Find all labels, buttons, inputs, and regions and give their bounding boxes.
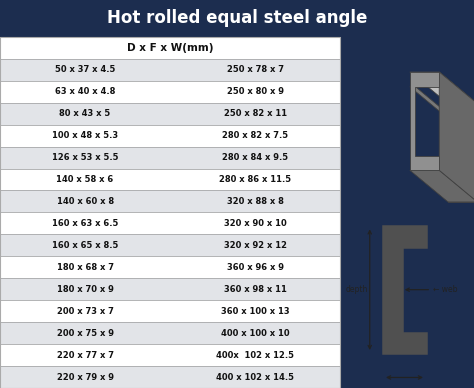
Polygon shape <box>410 72 474 104</box>
Bar <box>0 59 340 81</box>
Text: 50 x 37 x 4.5: 50 x 37 x 4.5 <box>55 65 115 74</box>
Bar <box>0 300 340 322</box>
Text: 220 x 77 x 7: 220 x 77 x 7 <box>56 351 114 360</box>
Text: 160 x 63 x 6.5: 160 x 63 x 6.5 <box>52 219 118 228</box>
Text: 63 x 40 x 4.8: 63 x 40 x 4.8 <box>55 87 115 96</box>
Bar <box>0 103 340 125</box>
Text: Hot rolled equal steel angle: Hot rolled equal steel angle <box>107 9 367 28</box>
Text: 140 x 58 x 6: 140 x 58 x 6 <box>56 175 114 184</box>
Text: 360 x 98 x 11: 360 x 98 x 11 <box>224 285 287 294</box>
Text: 280 x 84 x 9.5: 280 x 84 x 9.5 <box>222 153 288 162</box>
Text: 180 x 68 x 7: 180 x 68 x 7 <box>56 263 114 272</box>
Text: 180 x 70 x 9: 180 x 70 x 9 <box>57 285 113 294</box>
Text: 400 x 102 x 14.5: 400 x 102 x 14.5 <box>216 372 294 381</box>
Bar <box>0 278 340 300</box>
Text: 250 x 82 x 11: 250 x 82 x 11 <box>224 109 287 118</box>
Text: 360 x 100 x 13: 360 x 100 x 13 <box>221 307 290 316</box>
Text: ← web: ← web <box>433 285 457 294</box>
Text: 140 x 60 x 8: 140 x 60 x 8 <box>56 197 114 206</box>
Text: 250 x 80 x 9: 250 x 80 x 9 <box>227 87 284 96</box>
Text: 360 x 96 x 9: 360 x 96 x 9 <box>227 263 284 272</box>
Text: 80 x 43 x 5: 80 x 43 x 5 <box>59 109 111 118</box>
Bar <box>0 37 340 59</box>
Text: 320 x 88 x 8: 320 x 88 x 8 <box>227 197 283 206</box>
Bar <box>0 125 340 147</box>
Bar <box>0 234 340 256</box>
Bar <box>0 168 340 191</box>
Text: 126 x 53 x 5.5: 126 x 53 x 5.5 <box>52 153 118 162</box>
Bar <box>0 191 340 213</box>
Bar <box>0 81 340 103</box>
Polygon shape <box>410 170 474 202</box>
Polygon shape <box>410 72 439 170</box>
Text: 400 x 100 x 10: 400 x 100 x 10 <box>221 329 290 338</box>
Text: 320 x 92 x 12: 320 x 92 x 12 <box>224 241 287 250</box>
Bar <box>0 344 340 366</box>
Text: depth: depth <box>345 285 367 294</box>
Text: 100 x 48 x 5.3: 100 x 48 x 5.3 <box>52 131 118 140</box>
Bar <box>0 322 340 344</box>
Bar <box>0 366 340 388</box>
Text: 280 x 86 x 11.5: 280 x 86 x 11.5 <box>219 175 292 184</box>
Bar <box>0 213 340 234</box>
Polygon shape <box>383 227 426 353</box>
Text: 200 x 75 x 9: 200 x 75 x 9 <box>56 329 114 338</box>
Bar <box>0 256 340 278</box>
Text: 200 x 73 x 7: 200 x 73 x 7 <box>57 307 113 316</box>
Text: D x F x W(mm): D x F x W(mm) <box>127 43 213 53</box>
Polygon shape <box>439 72 474 202</box>
Text: 400x  102 x 12.5: 400x 102 x 12.5 <box>216 351 294 360</box>
Text: 220 x 79 x 9: 220 x 79 x 9 <box>56 372 114 381</box>
Polygon shape <box>448 104 474 202</box>
Bar <box>0 147 340 168</box>
Text: 250 x 78 x 7: 250 x 78 x 7 <box>227 65 284 74</box>
Text: 160 x 65 x 8.5: 160 x 65 x 8.5 <box>52 241 118 250</box>
Polygon shape <box>410 87 454 118</box>
Text: 280 x 82 x 7.5: 280 x 82 x 7.5 <box>222 131 288 140</box>
Text: 320 x 90 x 10: 320 x 90 x 10 <box>224 219 287 228</box>
